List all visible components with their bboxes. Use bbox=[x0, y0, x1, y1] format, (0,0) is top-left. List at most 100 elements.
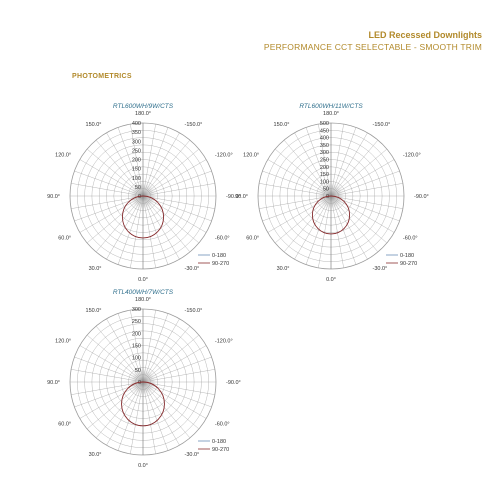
grid-spoke bbox=[144, 389, 156, 454]
radial-tick-label: 0 bbox=[138, 380, 141, 386]
grid-spoke bbox=[106, 202, 140, 260]
radial-tick-label: 100 bbox=[132, 356, 141, 362]
angle-label: 0.0° bbox=[138, 277, 148, 283]
chart-title: RTL600WH/9W/CTS bbox=[113, 103, 174, 110]
grid-spoke bbox=[71, 383, 136, 395]
grid-spoke bbox=[147, 201, 191, 253]
grid-spoke bbox=[144, 203, 156, 268]
radial-tick-label: 250 bbox=[320, 158, 329, 164]
document-subtitle: PERFORMANCE CCT SELECTABLE - SMOOTH TRIM bbox=[263, 42, 482, 52]
radial-tick-label: 100 bbox=[320, 179, 329, 185]
grid-spoke bbox=[144, 310, 156, 375]
grid-spoke bbox=[95, 387, 139, 439]
angle-label: 90.0° bbox=[47, 380, 60, 386]
grid-spoke bbox=[146, 388, 180, 446]
chart-title: RTL400WH/7W/CTS bbox=[113, 289, 174, 296]
angle-label: -150.0° bbox=[185, 308, 203, 314]
grid-spoke bbox=[262, 198, 325, 222]
grid-spoke bbox=[150, 383, 215, 395]
grid-spoke bbox=[95, 139, 139, 191]
angle-label: 60.0° bbox=[58, 236, 71, 242]
grid-spoke bbox=[262, 170, 325, 194]
grid-spoke bbox=[74, 356, 137, 380]
angle-label: -30.0° bbox=[185, 452, 200, 458]
radial-tick-label: 150 bbox=[132, 344, 141, 350]
grid-spoke bbox=[337, 198, 400, 222]
legend-label: 90-270 bbox=[212, 261, 229, 267]
grid-spoke bbox=[338, 197, 403, 209]
grid-spoke bbox=[294, 132, 328, 190]
radial-tick-label: 250 bbox=[132, 148, 141, 154]
grid-spoke bbox=[305, 127, 329, 190]
grid-spoke bbox=[334, 202, 368, 260]
grid-spoke bbox=[149, 384, 212, 408]
angle-label: 30.0° bbox=[277, 266, 290, 272]
grid-spoke bbox=[71, 183, 136, 195]
grid-spoke bbox=[332, 124, 344, 189]
polar-chart-3: 0 50 100 150 200 250 300 180.0° 150.0° -150.0° 120… bbox=[47, 289, 241, 469]
grid-spoke bbox=[149, 356, 212, 380]
angle-label: -90.0° bbox=[226, 380, 241, 386]
legend-label: 90-270 bbox=[400, 261, 417, 267]
grid-spoke bbox=[150, 183, 215, 195]
grid-spoke bbox=[86, 200, 138, 244]
grid-spoke bbox=[147, 387, 191, 439]
grid-spoke bbox=[86, 148, 138, 192]
grid-spoke bbox=[150, 369, 215, 381]
grid-spoke bbox=[95, 325, 139, 377]
grid-spoke bbox=[106, 388, 140, 446]
grid-spoke bbox=[130, 124, 142, 189]
grid-spoke bbox=[318, 124, 330, 189]
grid-spoke bbox=[305, 202, 329, 265]
angle-label: 0.0° bbox=[326, 277, 336, 283]
grid-spoke bbox=[74, 198, 137, 222]
radial-tick-label: 500 bbox=[320, 121, 329, 127]
angle-label: 150.0° bbox=[274, 122, 290, 128]
grid-spoke bbox=[95, 201, 139, 253]
series-curve-90-270 bbox=[121, 381, 165, 427]
grid-spoke bbox=[145, 127, 169, 190]
angle-label: 180.0° bbox=[135, 111, 151, 117]
grid-spoke bbox=[149, 159, 207, 193]
radial-tick-label: 0 bbox=[138, 194, 141, 200]
radial-tick-label: 300 bbox=[132, 307, 141, 313]
angle-label: -120.0° bbox=[215, 339, 233, 345]
grid-spoke bbox=[149, 345, 207, 379]
radial-tick-label: 150 bbox=[132, 167, 141, 173]
grid-spoke bbox=[117, 202, 141, 265]
angle-label: 180.0° bbox=[323, 111, 339, 117]
grid-spoke bbox=[150, 197, 215, 209]
grid-spoke bbox=[117, 388, 141, 451]
grid-spoke bbox=[86, 334, 138, 378]
grid-spoke bbox=[148, 334, 200, 378]
grid-spoke bbox=[148, 200, 200, 244]
angle-label: -120.0° bbox=[403, 153, 421, 159]
grid-spoke bbox=[334, 132, 368, 190]
grid-spoke bbox=[130, 310, 142, 375]
grid-spoke bbox=[130, 389, 142, 454]
angle-label: -90.0° bbox=[414, 194, 429, 200]
grid-spoke bbox=[337, 159, 395, 193]
radial-tick-label: 300 bbox=[320, 150, 329, 156]
radial-tick-label: 200 bbox=[132, 158, 141, 164]
grid-spoke bbox=[71, 369, 136, 381]
grid-spoke bbox=[149, 198, 212, 222]
section-title: PHOTOMETRICS bbox=[72, 73, 132, 80]
grid-spoke bbox=[106, 132, 140, 190]
grid-spoke bbox=[148, 386, 200, 430]
series-curve-90-270 bbox=[121, 195, 165, 239]
grid-spoke bbox=[117, 313, 141, 376]
radial-tick-label: 50 bbox=[135, 185, 141, 191]
radial-tick-label: 100 bbox=[132, 176, 141, 182]
legend-label: 0-180 bbox=[212, 253, 226, 259]
radial-tick-label: 300 bbox=[132, 139, 141, 145]
radial-tick-label: 350 bbox=[132, 130, 141, 136]
radial-tick-label: 450 bbox=[320, 128, 329, 134]
angle-label: 30.0° bbox=[89, 266, 102, 272]
grid-spoke bbox=[335, 201, 379, 253]
grid-spoke bbox=[149, 170, 212, 194]
grid-spoke bbox=[146, 202, 180, 260]
radial-tick-label: 250 bbox=[132, 319, 141, 325]
grid-spoke bbox=[145, 202, 169, 265]
